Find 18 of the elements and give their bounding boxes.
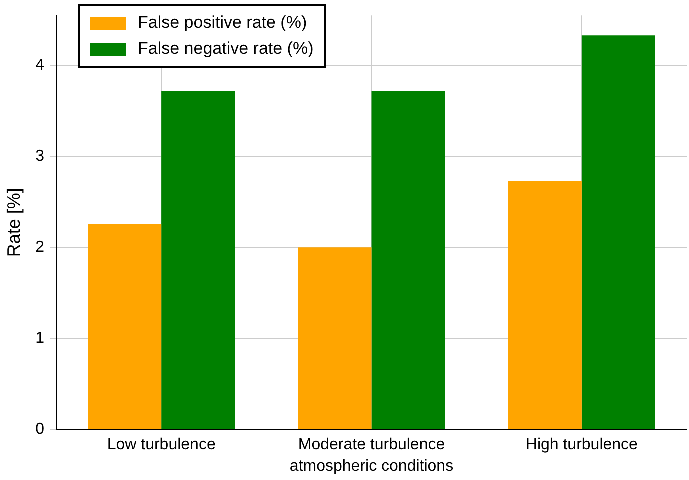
y-axis-title: Rate [%] (4, 188, 24, 258)
bar (298, 248, 372, 430)
y-tick-label: 3 (36, 148, 45, 166)
y-tick-label: 2 (36, 239, 45, 256)
legend-label: False negative rate (%) (138, 38, 314, 60)
bar (582, 36, 656, 430)
bar (88, 224, 162, 430)
bar (372, 91, 446, 430)
bar (162, 91, 236, 430)
x-tick-label: Low turbulence (107, 436, 216, 454)
x-tick-label: High turbulence (526, 436, 638, 454)
y-tick-label: 4 (36, 57, 45, 74)
x-tick-label: Moderate turbulence (298, 436, 446, 454)
y-tick-label: 1 (36, 330, 45, 348)
y-tick-label: 0 (36, 421, 45, 438)
bar (508, 181, 582, 430)
x-axis-title: atmospheric conditions (290, 458, 454, 475)
legend-label: False positive rate (%) (138, 12, 308, 34)
